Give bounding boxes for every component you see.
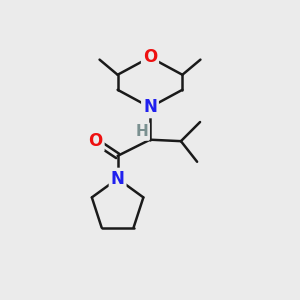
Text: O: O	[143, 48, 157, 66]
Text: O: O	[88, 132, 103, 150]
Text: H: H	[135, 124, 148, 139]
Text: N: N	[143, 98, 157, 116]
Text: N: N	[111, 170, 124, 188]
